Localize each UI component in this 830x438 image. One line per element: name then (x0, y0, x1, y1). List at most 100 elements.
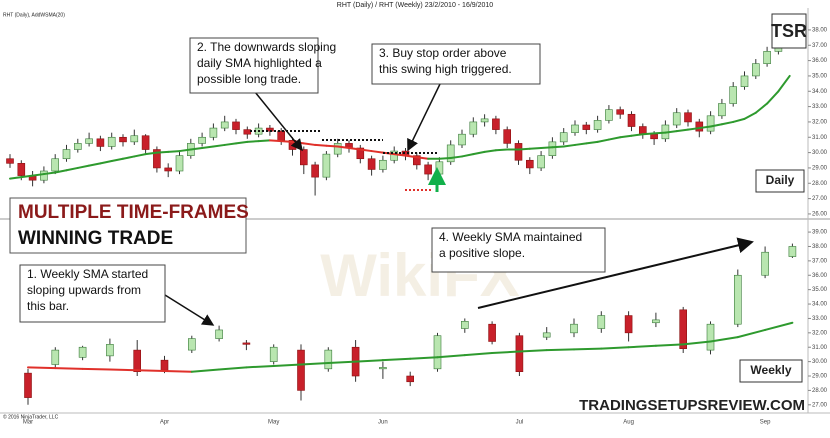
candle-body (460, 321, 469, 329)
candle-body (164, 167, 172, 172)
sma-segment (348, 147, 362, 151)
candle-body (616, 109, 625, 115)
panel-label-box (739, 359, 803, 383)
candle-body (706, 115, 715, 132)
banner-box (9, 197, 247, 254)
candle-body (333, 143, 342, 155)
candle-body (160, 359, 169, 371)
sma-segment (218, 366, 248, 371)
annotation-text: 2. The downwards sloping (197, 40, 336, 54)
candle-body (96, 138, 105, 147)
sma-segment (163, 369, 193, 373)
candle-body (740, 75, 749, 87)
candle-body (209, 127, 218, 138)
sma-segment (472, 150, 486, 156)
sma-segment (687, 127, 701, 131)
sma-segment (574, 142, 588, 146)
candle-body (706, 323, 715, 351)
sma-segment (540, 146, 554, 149)
y-tick-label: 37.00 (812, 258, 828, 264)
y-tick-label: 38.00 (812, 244, 828, 250)
x-tick-label: Jul (516, 420, 524, 426)
candle-body (324, 349, 333, 370)
candle-body (679, 309, 688, 349)
y-tick-label: 34.00 (812, 302, 828, 308)
sma-segment (9, 176, 23, 180)
sma-segment (436, 354, 466, 359)
y-tick-label: 30.00 (812, 359, 828, 365)
y-tick-label: 37.00 (812, 43, 828, 49)
candle-body (515, 335, 524, 372)
y-tick-label: 35.00 (812, 74, 828, 80)
candle-body (322, 153, 331, 178)
y-tick-label: 33.00 (812, 316, 828, 322)
sma-segment (31, 173, 45, 177)
y-tick-label: 36.00 (812, 273, 828, 279)
sma-segment (764, 321, 794, 331)
annotation-text: 4. Weekly SMA maintained (439, 230, 582, 244)
x-tick-label: Aug (623, 420, 634, 426)
y-tick-label: 35.00 (812, 287, 828, 293)
candle-body (311, 164, 319, 178)
candle-body (153, 149, 161, 169)
sma-segment (409, 356, 439, 360)
candle-body (751, 63, 760, 77)
sma-segment (65, 166, 79, 172)
candle-body (733, 274, 742, 325)
sma-segment (682, 340, 712, 346)
panel-label-box (755, 169, 805, 193)
candle-body (379, 159, 387, 170)
candle-body (297, 349, 305, 391)
candle-body (133, 349, 141, 372)
sma-segment (709, 336, 739, 343)
sma-segment (354, 359, 384, 363)
sma-segment (491, 350, 521, 354)
x-tick-label: Sep (760, 420, 771, 426)
candle-body (24, 372, 32, 398)
candle-body (406, 375, 415, 383)
y-tick-label: 33.00 (812, 104, 828, 110)
sma-segment (415, 156, 430, 160)
panel-label: Weekly (750, 363, 791, 377)
sma-segment (766, 90, 780, 105)
sma-segment (777, 74, 791, 93)
sma-segment (88, 162, 102, 167)
candle-body (188, 338, 196, 351)
sma-segment (551, 145, 565, 149)
sma-segment (76, 164, 91, 169)
candle-body (571, 124, 579, 133)
sma-segment (654, 343, 685, 347)
candle-body (582, 124, 591, 130)
annotation-box (189, 37, 319, 94)
sma-segment (42, 171, 57, 176)
sma-segment (110, 157, 124, 163)
candle-body (514, 143, 523, 161)
sma-segment (675, 128, 689, 133)
candle-body (652, 319, 660, 324)
y-tick-label: 32.00 (812, 330, 828, 336)
sma-segment (325, 144, 339, 148)
candle-body (379, 367, 387, 370)
candle-body (390, 150, 399, 161)
y-tick-label: 36.00 (812, 58, 828, 64)
candle-body (412, 155, 421, 166)
candle-body (243, 129, 252, 135)
banner-subtitle: WINNING TRADE (18, 228, 173, 249)
annotation-text: a positive slope. (439, 246, 525, 260)
sma-segment (235, 140, 249, 145)
sma-segment (155, 150, 170, 154)
sma-segment (627, 344, 657, 349)
candle-body (232, 121, 240, 130)
sma-segment (314, 143, 328, 147)
candle-body (356, 147, 365, 160)
candle-body (424, 164, 432, 175)
annotation-box (371, 43, 541, 85)
candle-body (480, 118, 489, 123)
candle-body (106, 344, 114, 357)
candle-body (559, 132, 568, 143)
x-tick-label: Jun (378, 420, 388, 426)
annotation-text: daily SMA highlighted a (197, 56, 322, 70)
candle-body (433, 335, 442, 370)
sma-segment (54, 169, 68, 174)
